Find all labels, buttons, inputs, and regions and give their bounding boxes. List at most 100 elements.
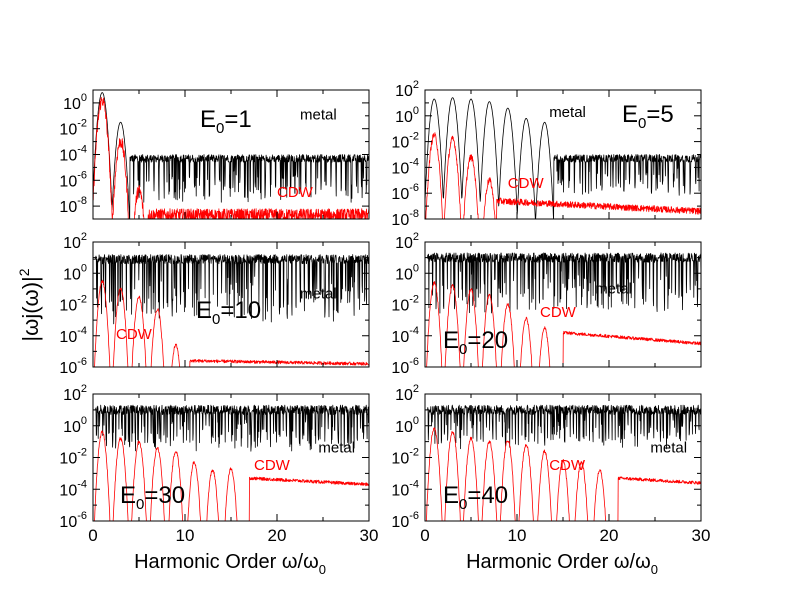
panel-title-main: E bbox=[622, 101, 638, 128]
y-tick-base: 10 bbox=[63, 235, 81, 252]
y-tick-exponent: 0 bbox=[81, 262, 87, 274]
x-tick-label: 0 bbox=[420, 526, 429, 545]
series-label-metal: metal bbox=[549, 104, 586, 121]
panel-title-main: E bbox=[443, 482, 459, 509]
y-tick-exponent: -2 bbox=[409, 447, 419, 459]
panel-title-rest: =1 bbox=[224, 106, 251, 133]
y-tick-exponent: -2 bbox=[409, 131, 419, 143]
y-tick-base: 10 bbox=[59, 329, 77, 346]
y-tick-label: 10-4 bbox=[391, 156, 419, 177]
y-tick-label: 10-4 bbox=[59, 478, 87, 499]
y-tick-label: 10-8 bbox=[59, 195, 87, 216]
panel-title-rest: =30 bbox=[144, 482, 185, 509]
x-axis-label-left: Harmonic Order ω/ω0 bbox=[134, 551, 326, 577]
y-tick-label: 10-2 bbox=[59, 447, 87, 468]
y-tick-base: 10 bbox=[391, 360, 409, 377]
y-tick-base: 10 bbox=[59, 173, 77, 190]
y-tick-exponent: -4 bbox=[77, 325, 87, 337]
y-tick-label: 10-6 bbox=[59, 510, 87, 531]
panel-title-rest: =40 bbox=[467, 482, 508, 509]
x-tick-label: 10 bbox=[508, 526, 527, 545]
plot-area bbox=[425, 97, 701, 219]
y-tick-exponent: -2 bbox=[77, 294, 87, 306]
y-tick-base: 10 bbox=[391, 160, 409, 177]
panel-title: E0=30 bbox=[120, 482, 185, 513]
plot-area bbox=[93, 92, 369, 219]
panel-title-main: E bbox=[196, 297, 212, 324]
x-tick-label: 30 bbox=[360, 526, 379, 545]
y-tick-exponent: 2 bbox=[81, 383, 87, 395]
y-tick-base: 10 bbox=[395, 387, 413, 404]
panel-title-rest: =5 bbox=[646, 101, 673, 128]
y-tick-label: 102 bbox=[395, 383, 419, 404]
y-tick-base: 10 bbox=[63, 266, 81, 283]
y-tick-label: 10-6 bbox=[391, 182, 419, 203]
series-label-cdw: CDW bbox=[549, 457, 586, 474]
x-tick-label: 30 bbox=[692, 526, 711, 545]
y-tick-exponent: -6 bbox=[409, 510, 419, 522]
y-tick-exponent: -2 bbox=[409, 294, 419, 306]
x-tick-label: 20 bbox=[600, 526, 619, 545]
y-tick-label: 10-6 bbox=[59, 169, 87, 190]
y-axis-label-sup: 2 bbox=[16, 268, 32, 276]
plot-area bbox=[425, 404, 701, 521]
y-tick-label: 100 bbox=[395, 415, 419, 436]
panel-title-main: E bbox=[443, 327, 459, 354]
series-label-cdw: CDW bbox=[254, 457, 291, 474]
series-cdw-line bbox=[93, 97, 369, 219]
panel-title: E0=40 bbox=[443, 482, 508, 513]
series-metal-line bbox=[425, 97, 701, 219]
y-tick-label: 100 bbox=[63, 415, 87, 436]
y-tick-exponent: -4 bbox=[77, 478, 87, 490]
y-tick-exponent: -6 bbox=[409, 356, 419, 368]
series-label-metal: metal bbox=[300, 107, 337, 124]
y-tick-base: 10 bbox=[391, 298, 409, 315]
panel-title-rest: =10 bbox=[220, 297, 261, 324]
series-metal-line bbox=[93, 92, 369, 219]
y-tick-label: 100 bbox=[395, 105, 419, 126]
plot-area bbox=[93, 404, 369, 521]
x-axis-label-left-main: Harmonic Order ω/ω bbox=[134, 551, 319, 573]
series-label-cdw: CDW bbox=[116, 326, 153, 343]
y-tick-exponent: 0 bbox=[413, 105, 419, 117]
y-tick-base: 10 bbox=[63, 387, 81, 404]
y-tick-label: 10-6 bbox=[59, 356, 87, 377]
y-tick-base: 10 bbox=[391, 212, 409, 229]
panel-title-sub: 0 bbox=[216, 120, 224, 137]
series-label-metal: metal bbox=[300, 285, 337, 302]
y-tick-exponent: -2 bbox=[77, 447, 87, 459]
y-tick-exponent: -6 bbox=[409, 182, 419, 194]
y-tick-label: 10-8 bbox=[391, 208, 419, 229]
series-label-cdw: CDW bbox=[508, 175, 545, 192]
series-metal-line bbox=[93, 404, 369, 452]
y-tick-label: 10-4 bbox=[59, 144, 87, 165]
panel-title: E0=5 bbox=[622, 101, 674, 132]
x-axis-label-right-sub: 0 bbox=[651, 562, 658, 577]
y-tick-label: 100 bbox=[63, 92, 87, 113]
series-label-metal: metal bbox=[318, 440, 355, 457]
series-metal-line bbox=[93, 254, 369, 325]
y-tick-exponent: -2 bbox=[77, 118, 87, 130]
y-tick-base: 10 bbox=[59, 148, 77, 165]
panel-title-sub: 0 bbox=[212, 311, 220, 328]
y-tick-exponent: 0 bbox=[81, 92, 87, 104]
series-metal-line bbox=[425, 252, 701, 314]
y-tick-label: 10-4 bbox=[391, 325, 419, 346]
series-cdw-line bbox=[426, 280, 701, 367]
y-tick-exponent: -8 bbox=[77, 195, 87, 207]
y-tick-base: 10 bbox=[59, 451, 77, 468]
panel-title-sub: 0 bbox=[459, 496, 467, 513]
series-label-cdw: CDW bbox=[540, 304, 577, 321]
y-tick-base: 10 bbox=[395, 266, 413, 283]
y-tick-label: 10-2 bbox=[59, 118, 87, 139]
y-tick-label: 10-4 bbox=[391, 478, 419, 499]
y-tick-exponent: 2 bbox=[81, 231, 87, 243]
y-tick-label: 10-6 bbox=[391, 356, 419, 377]
y-tick-exponent: -4 bbox=[409, 478, 419, 490]
y-tick-base: 10 bbox=[59, 298, 77, 315]
series-label-metal: metal bbox=[650, 440, 687, 457]
y-tick-base: 10 bbox=[391, 329, 409, 346]
